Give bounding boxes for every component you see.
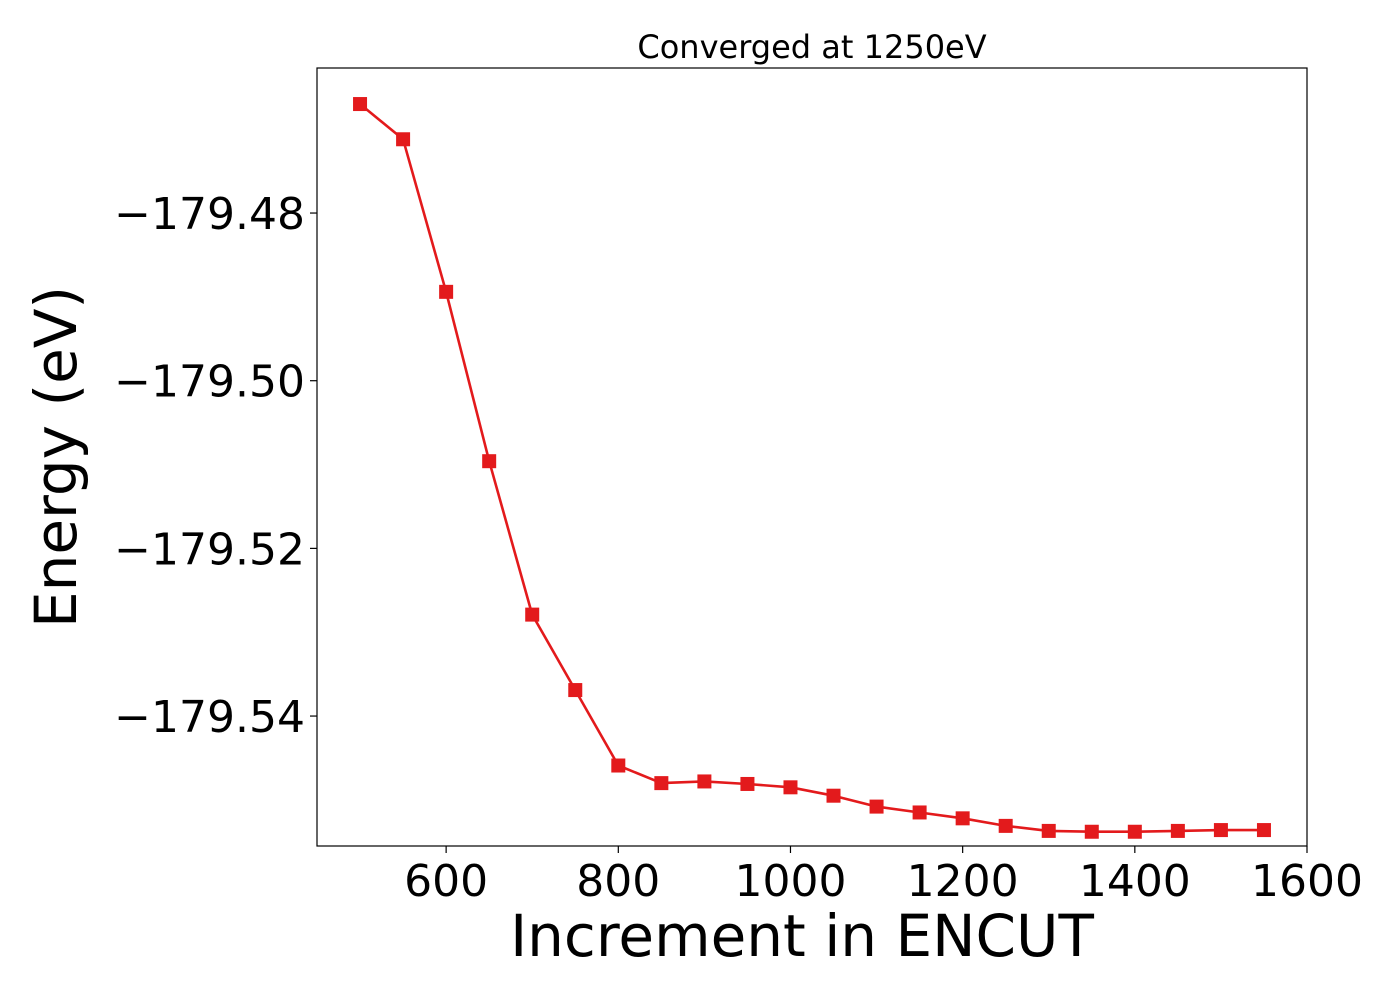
- data-point: [740, 776, 755, 791]
- data-point: [998, 818, 1013, 833]
- x-tick-label: 1600: [1251, 856, 1363, 907]
- data-point: [1084, 824, 1099, 839]
- x-tick-label: 1400: [1079, 856, 1191, 907]
- data-point: [826, 788, 841, 803]
- plot-area: [353, 97, 1271, 839]
- y-tick-label: −179.48: [114, 189, 305, 240]
- data-point: [396, 132, 411, 147]
- data-point: [955, 811, 970, 826]
- data-point: [912, 805, 927, 820]
- data-point: [1256, 823, 1271, 838]
- data-point: [783, 780, 798, 795]
- data-point: [869, 799, 884, 814]
- chart-title: Converged at 1250eV: [637, 28, 986, 66]
- data-point: [611, 758, 626, 773]
- data-point: [482, 454, 497, 469]
- y-tick-label: −179.52: [114, 524, 305, 575]
- series-line: [359, 102, 1264, 834]
- x-axis-title: Increment in ENCUT: [510, 902, 1094, 970]
- data-point: [525, 607, 540, 622]
- data-point: [568, 683, 583, 698]
- x-tick-label: 600: [404, 856, 488, 907]
- data-point: [353, 97, 368, 112]
- data-point: [1041, 823, 1056, 838]
- data-point: [1170, 823, 1185, 838]
- data-point: [697, 774, 712, 789]
- data-point: [654, 776, 669, 791]
- data-point: [1127, 824, 1142, 839]
- y-tick-label: −179.54: [114, 692, 305, 743]
- y-axis: −179.48 −179.50 −179.52 −179.54: [114, 189, 317, 743]
- x-tick-label: 1000: [734, 856, 846, 907]
- plot-frame: [316, 67, 1308, 847]
- y-tick-label: −179.50: [114, 357, 305, 408]
- x-tick-label: 800: [576, 856, 660, 907]
- x-axis: 600 800 1000 1200 1400 1600: [404, 846, 1363, 907]
- x-tick-label: 1200: [907, 856, 1019, 907]
- y-axis-title: Energy (eV): [22, 286, 90, 628]
- data-point: [439, 284, 454, 299]
- data-point: [1213, 823, 1228, 838]
